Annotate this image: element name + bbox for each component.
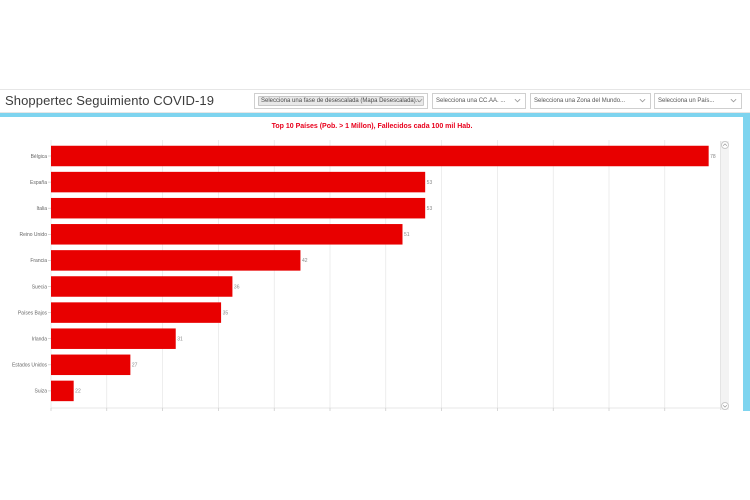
category-label: Reino Unido [19, 232, 47, 238]
world-zone-filter-select[interactable]: Selecciona una Zona del Mundo... [530, 93, 651, 109]
bar[interactable] [51, 302, 222, 323]
scroll-up-button[interactable] [721, 141, 729, 149]
chevron-down-icon [514, 98, 521, 103]
chart-title: Top 10 Países (Pob. > 1 Millon), Falleci… [272, 123, 473, 130]
bar[interactable] [51, 197, 426, 219]
bar[interactable] [51, 171, 426, 193]
chevron-down-icon [639, 98, 646, 103]
value-label: 31 [177, 337, 183, 343]
bar[interactable] [51, 250, 301, 271]
value-label: 42 [302, 258, 308, 264]
value-label: 51 [404, 232, 410, 238]
category-label: Francia [30, 258, 47, 264]
category-label: España [30, 180, 47, 186]
bar-layer: Bélgica 78 España 53 Italia 53 Reino Unido 51 Fr… [12, 145, 716, 402]
scroll-down-button[interactable] [721, 402, 729, 410]
chevron-up-icon [722, 143, 728, 147]
app-header: Shoppertec Seguimiento COVID-19 Seleccio… [0, 89, 750, 113]
phase-filter-select[interactable]: Selecciona una fase de desescalada (Mapa… [254, 93, 428, 109]
bar[interactable] [51, 276, 233, 297]
region-filter-placeholder: Selecciona una CC.AA. ... [436, 98, 506, 104]
value-label: 36 [234, 284, 240, 290]
app-title: Shoppertec Seguimiento COVID-19 [5, 93, 215, 108]
category-label: Suiza [34, 389, 47, 395]
value-label: 53 [427, 180, 433, 186]
value-label: 22 [75, 389, 81, 395]
category-label: Irlanda [32, 337, 48, 343]
value-label: 27 [132, 363, 138, 369]
chevron-down-icon [722, 404, 728, 408]
category-label: Estados Unidos [12, 363, 48, 369]
value-label: 53 [427, 206, 433, 212]
chevron-down-icon [730, 98, 737, 103]
category-label: Suecia [32, 284, 48, 290]
category-label: Bélgica [31, 154, 48, 160]
chevron-down-icon [416, 98, 423, 103]
category-label: Italia [36, 206, 47, 212]
bar[interactable] [51, 380, 74, 402]
bar[interactable] [51, 354, 131, 376]
bar[interactable] [51, 224, 403, 245]
chart-scrollbar[interactable] [720, 141, 729, 410]
country-filter-placeholder: Selecciona un País... [658, 98, 715, 104]
bar[interactable] [51, 328, 176, 349]
country-filter-select[interactable]: Selecciona un País... [654, 93, 742, 109]
region-filter-select[interactable]: Selecciona una CC.AA. ... [432, 93, 526, 109]
world-zone-filter-placeholder: Selecciona una Zona del Mundo... [534, 98, 626, 104]
phase-filter-selected-value: Selecciona una fase de desescalada (Mapa… [258, 96, 424, 106]
bar[interactable] [51, 145, 709, 167]
value-label: 35 [223, 310, 229, 316]
category-label: Países Bajos [18, 310, 48, 316]
value-label: 78 [710, 154, 716, 160]
